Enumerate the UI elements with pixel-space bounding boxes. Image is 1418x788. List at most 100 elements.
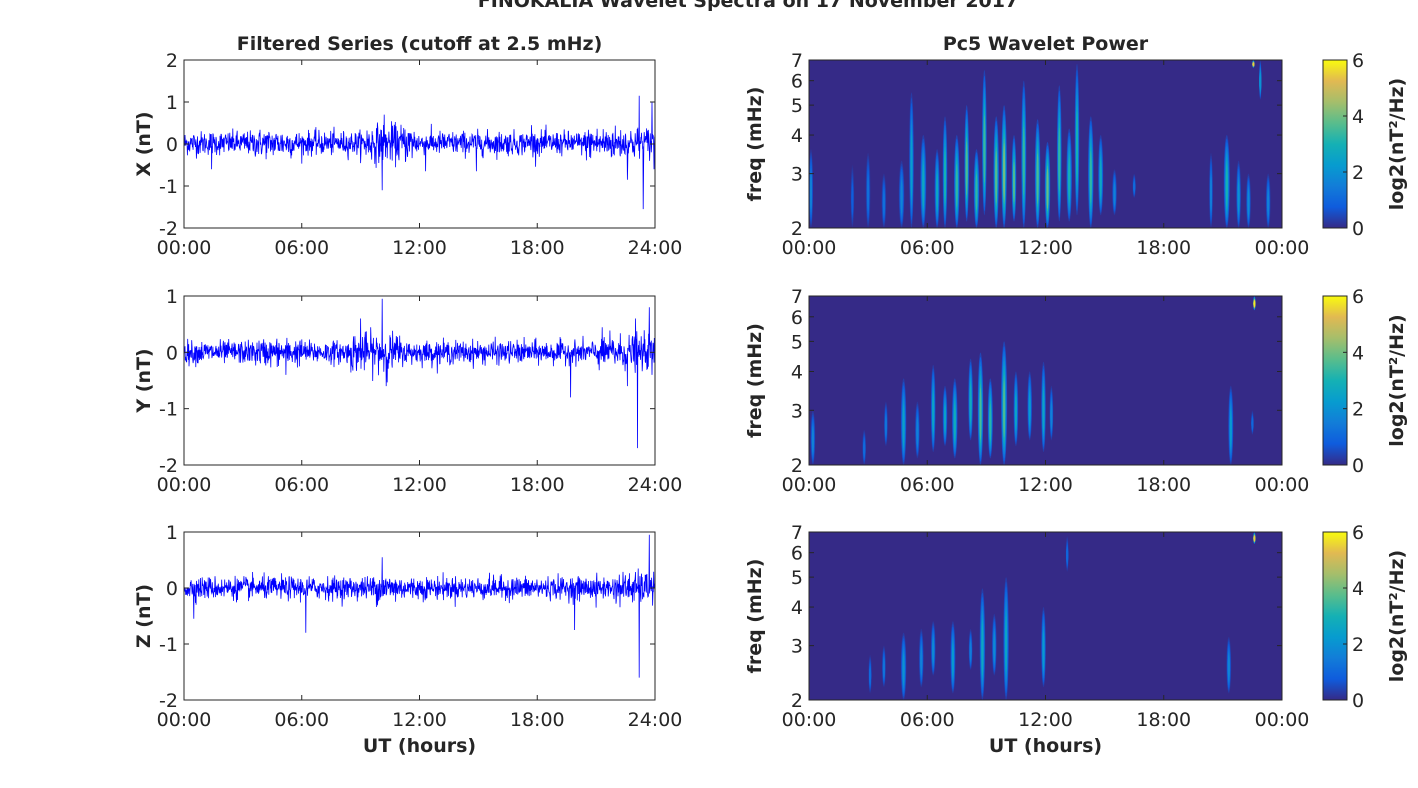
power-blob: [1247, 190, 1250, 216]
x-tick-label: 18:00: [510, 237, 565, 259]
x-tick-label: 12:00: [1018, 237, 1073, 259]
power-blob: [1068, 157, 1071, 201]
y-tick-label: 2: [791, 455, 803, 477]
power-blob: [811, 427, 814, 453]
power-blob: [953, 403, 956, 441]
x-tick-label: 24:00: [628, 237, 683, 259]
power-blob: [989, 403, 992, 441]
y-tick-label: 2: [791, 690, 803, 712]
power-blob: [1046, 168, 1049, 209]
power-blob: [1253, 300, 1256, 308]
colorbar-tick-label: 0: [1352, 455, 1364, 477]
colorbar-label: log2(nT²/Hz): [1386, 78, 1408, 210]
y-tick-label: 2: [166, 50, 178, 72]
power-blob: [981, 623, 984, 676]
power-blob: [1210, 176, 1212, 212]
power-blob: [944, 404, 946, 433]
y-tick-label: 7: [791, 522, 803, 544]
power-blob: [1133, 181, 1136, 193]
y-tick-label: 2: [791, 218, 803, 240]
x-tick-label: 00:00: [1255, 237, 1310, 259]
y-tick-label: 7: [791, 286, 803, 308]
x-tick-label: 00:00: [157, 237, 212, 259]
power-blob: [1229, 410, 1232, 448]
power-blob: [1042, 632, 1045, 670]
x-tick-label: 06:00: [274, 237, 329, 259]
y-spectrum-colorbar: 0 2 4 6 log2(nT²/Hz): [1322, 286, 1408, 477]
y-axis-label: freq (mHz): [744, 87, 766, 202]
power-blob: [916, 419, 919, 446]
z-spectrum-power-layer: [868, 532, 1256, 700]
power-blob: [900, 181, 903, 214]
power-blob: [955, 164, 958, 208]
power-blob: [1022, 126, 1025, 196]
y-tick-label: 5: [791, 331, 803, 353]
z-spectrum-plot-area: [809, 532, 1282, 700]
colorbar-tick-label: 0: [1352, 690, 1364, 712]
x-spectrum-colorbar: 0 2 4 6 log2(nT²/Hz): [1322, 50, 1408, 240]
x-tick-label: 06:00: [900, 237, 955, 259]
x-tick-label: 00:00: [157, 474, 212, 496]
x-spectrum-power-layer: [809, 60, 1271, 228]
x-tick-label: 00:00: [157, 709, 212, 731]
power-blob: [1267, 190, 1270, 216]
colorbar-tick-label: 4: [1352, 106, 1364, 128]
power-blob: [1253, 535, 1256, 542]
power-blob: [1227, 654, 1230, 681]
y-series-panel: 00:00 06:00 12:00 18:00 24:00 1 0 -1 -2 Y (nT): [133, 286, 682, 496]
power-blob: [1003, 379, 1006, 438]
x-tick-label: 18:00: [1136, 474, 1191, 496]
y-tick-label: 3: [791, 636, 803, 658]
z-series-trace: [184, 534, 655, 678]
power-blob: [1036, 153, 1039, 204]
y-axis-label: Y (nT): [133, 348, 155, 413]
y-tick-label: -2: [159, 690, 178, 712]
power-blob: [1003, 143, 1006, 201]
power-blob: [810, 173, 812, 211]
x-tick-label: 00:00: [1255, 474, 1310, 496]
y-tick-label: 1: [166, 92, 178, 114]
power-blob: [1113, 183, 1116, 205]
power-blob: [965, 141, 968, 196]
power-blob: [1014, 394, 1017, 430]
power-blob: [922, 164, 925, 208]
y-spectrum-panel: 0 2 4 6 log2(nT²/Hz) 00:00 06:00 12:00 18:00 00:0…: [744, 286, 1408, 496]
x-tick-label: 12:00: [392, 474, 447, 496]
panel-grid: 00:00 06:00 12:00 18:00 24:00 2 1 0 -1 -2 X (nT) Fi…: [133, 33, 1408, 757]
y-spectrum-plot-area: [809, 296, 1282, 465]
colorbar-tick-label: 6: [1352, 50, 1364, 72]
x-tick-label: 18:00: [1136, 709, 1191, 731]
x-series-trace: [184, 95, 655, 210]
power-blob: [882, 658, 885, 678]
x-tick-label: 24:00: [628, 474, 683, 496]
y-axis-label: freq (mHz): [744, 559, 766, 674]
power-blob: [1225, 164, 1228, 208]
y-tick-label: 4: [791, 597, 803, 619]
colorbar-tick-label: 6: [1352, 286, 1364, 308]
x-tick-label: 06:00: [900, 709, 955, 731]
colorbar-tick-label: 2: [1352, 399, 1364, 421]
colorbar-label: log2(nT²/Hz): [1386, 550, 1408, 682]
colorbar-tick-label: 2: [1352, 634, 1364, 656]
y-tick-label: 6: [791, 307, 803, 329]
x-tick-label: 00:00: [782, 474, 837, 496]
power-blob: [920, 647, 923, 675]
power-blob: [1259, 72, 1262, 91]
y-tick-label: 7: [791, 50, 803, 72]
power-blob: [983, 115, 986, 183]
power-blob: [910, 134, 913, 198]
colorbar-tick-label: 6: [1352, 522, 1364, 544]
y-tick-label: 0: [166, 134, 178, 156]
power-blob: [944, 151, 946, 204]
z-spectrum-panel: 0 2 4 6 log2(nT²/Hz) 00:00 06:00 12:00 18:00 00:0…: [744, 522, 1408, 757]
y-tick-label: 6: [791, 71, 803, 93]
power-blob: [932, 638, 935, 664]
y-series-plot-area: [184, 296, 655, 465]
x-axis-label: UT (hours): [989, 735, 1102, 757]
y-tick-label: -1: [159, 634, 178, 656]
power-blob: [1013, 161, 1015, 203]
power-blob: [969, 641, 972, 661]
y-axis-label: freq (mHz): [744, 323, 766, 438]
y-tick-label: -2: [159, 218, 178, 240]
